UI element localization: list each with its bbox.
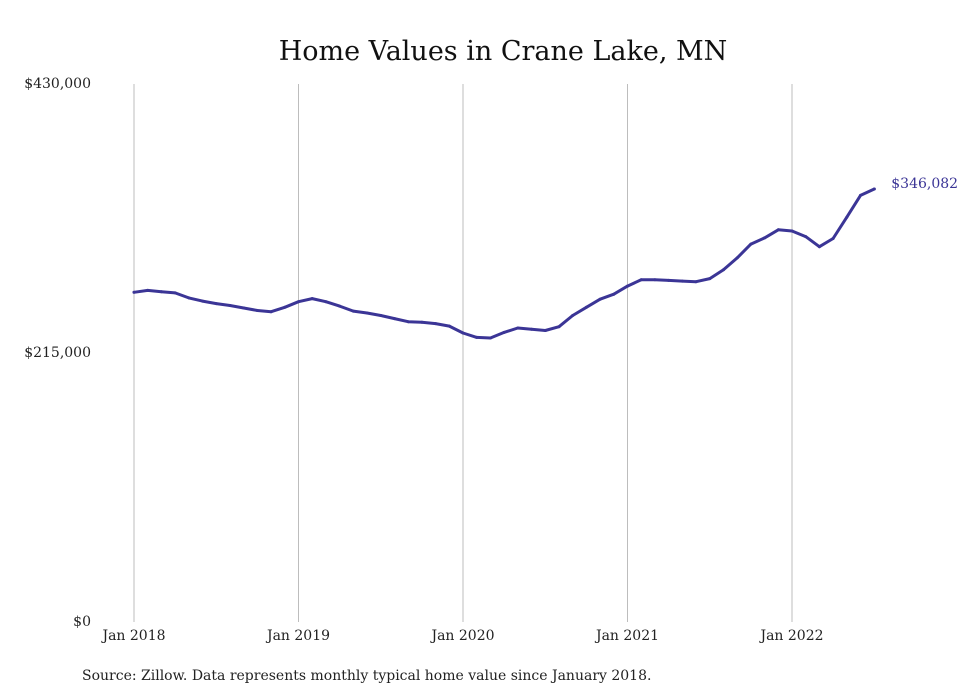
data-point [722, 268, 725, 272]
data-point [297, 300, 300, 304]
data-point [173, 291, 177, 295]
data-point [406, 320, 410, 324]
data-point [201, 299, 204, 303]
data-point [749, 242, 753, 246]
source-note: Source: Zillow. Data represents monthly … [82, 668, 652, 684]
x-tick-label: Jan 2021 [594, 628, 659, 644]
data-point [393, 317, 396, 321]
data-point [269, 310, 273, 314]
data-point [228, 304, 232, 307]
chart-title: Home Values in Crane Lake, MN [279, 36, 728, 67]
data-point [680, 279, 684, 283]
data-point [488, 336, 492, 340]
data-point [475, 335, 479, 339]
data-point [626, 284, 629, 288]
data-point [735, 256, 739, 260]
data-point [859, 193, 862, 197]
data-point [516, 326, 520, 330]
gridlines [133, 84, 793, 622]
x-axis: Jan 2018 Jan 2019 Jan 2020 Jan 2021 Jan 2022 [100, 628, 823, 644]
data-point [557, 325, 561, 329]
data-point [543, 329, 547, 332]
data-point [831, 237, 835, 240]
end-value-label: $346,082 [891, 176, 958, 192]
data-point [612, 292, 616, 296]
data-point [598, 297, 602, 301]
data-point [146, 288, 150, 292]
y-tick-label: $430,000 [24, 76, 91, 92]
data-point [653, 278, 657, 282]
data-point [776, 228, 780, 232]
data-point [845, 215, 849, 219]
data-point [324, 300, 328, 304]
data-point [584, 305, 588, 309]
data-point [447, 324, 451, 328]
data-point [351, 309, 355, 313]
data-point [132, 290, 136, 294]
data-point [667, 278, 671, 282]
data-point [639, 278, 643, 282]
data-point [872, 187, 876, 191]
x-tick-label: Jan 2022 [758, 628, 823, 644]
data-point [708, 277, 712, 281]
data-point [365, 311, 369, 315]
data-points [132, 187, 876, 340]
data-point [694, 280, 698, 284]
data-point [434, 322, 438, 326]
x-tick-label: Jan 2019 [265, 628, 330, 644]
data-point [159, 290, 163, 294]
data-point [571, 314, 575, 317]
data-point [255, 309, 259, 312]
y-axis: $0 $215,000 $430,000 [24, 76, 91, 630]
x-tick-label: Jan 2020 [429, 628, 494, 644]
x-tick-label: Jan 2018 [100, 628, 165, 644]
data-point [242, 306, 246, 310]
data-point [502, 330, 506, 334]
data-point [187, 296, 191, 300]
series-line [132, 187, 876, 340]
data-point [530, 327, 533, 331]
data-point [817, 245, 821, 249]
data-point [283, 305, 287, 309]
y-tick-label: $0 [73, 614, 91, 630]
data-point [420, 320, 424, 324]
data-point [804, 235, 808, 239]
data-point [338, 304, 342, 308]
y-tick-label: $215,000 [24, 345, 91, 361]
data-point [310, 297, 314, 301]
data-point [214, 302, 218, 306]
data-point [461, 331, 465, 335]
data-point [763, 236, 767, 240]
data-point [790, 229, 794, 233]
data-point [379, 314, 383, 317]
